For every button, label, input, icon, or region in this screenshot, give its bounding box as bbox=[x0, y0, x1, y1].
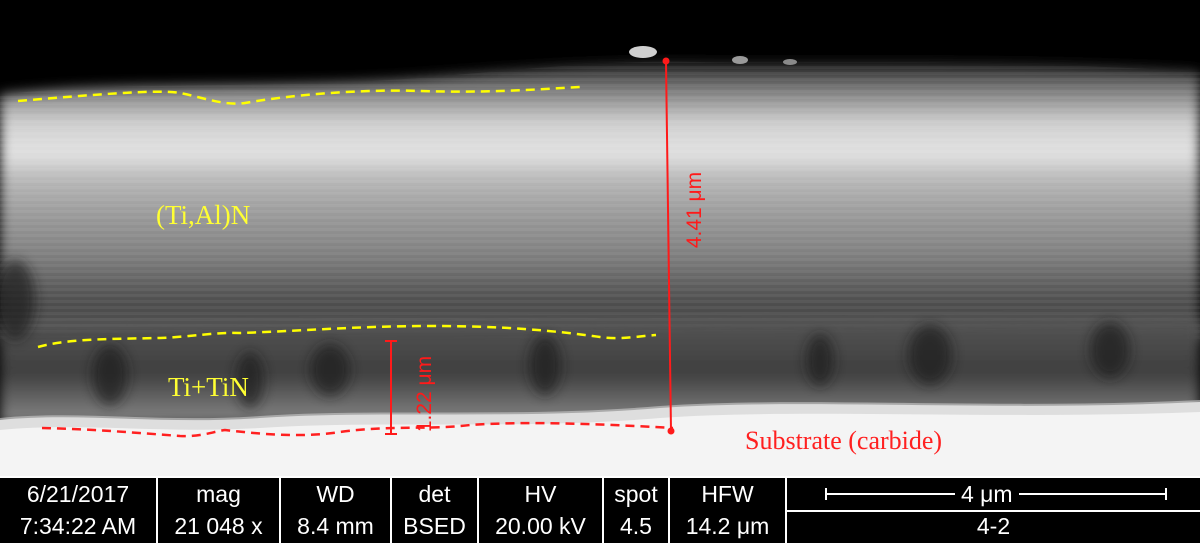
substrate-boundary-line bbox=[41, 421, 674, 438]
coating-layer-label: (Ti,Al)N bbox=[156, 200, 251, 230]
interface-boundary-line bbox=[37, 324, 657, 349]
acquisition-date: 6/21/2017 bbox=[26, 481, 130, 507]
hv-header: HV bbox=[524, 481, 557, 507]
mag-header: mag bbox=[196, 481, 241, 507]
spot-value: 4.5 bbox=[620, 513, 652, 539]
wd-header: WD bbox=[316, 481, 355, 507]
top-boundary-line bbox=[17, 85, 581, 105]
sem-micrograph: (Ti,Al)N Ti+TiN Substrate (carbide) 4.41… bbox=[0, 46, 1200, 476]
databar-hfw: HFW 14.2 μm bbox=[670, 478, 787, 543]
sem-databar: 6/21/2017 7:34:22 AM mag 21 048 x WD 8.4… bbox=[0, 476, 1200, 543]
hfw-value: 14.2 μm bbox=[685, 513, 770, 539]
acquisition-time: 7:34:22 AM bbox=[19, 513, 137, 539]
image-caption: 4-2 bbox=[976, 513, 1011, 539]
wd-value: 8.4 mm bbox=[297, 513, 374, 539]
databar-scale-bar: 4 μm 4-2 bbox=[787, 478, 1200, 543]
spot-header: spot bbox=[614, 481, 658, 507]
det-header: det bbox=[418, 481, 451, 507]
total-thickness-label: 4.41 μm bbox=[683, 171, 706, 249]
det-value: BSED bbox=[403, 513, 466, 539]
substrate-label: Substrate (carbide) bbox=[745, 426, 943, 455]
hfw-header: HFW bbox=[701, 481, 754, 507]
scale-bar-right-tick bbox=[1165, 488, 1167, 500]
mag-value: 21 048 x bbox=[174, 513, 263, 539]
interlayer-label: Ti+TiN bbox=[168, 372, 249, 402]
databar-spot: spot 4.5 bbox=[604, 478, 670, 543]
databar-det: det BSED bbox=[392, 478, 479, 543]
total-thickness-marker bbox=[665, 60, 672, 432]
interlayer-thickness-label: 1.22 μm bbox=[413, 355, 436, 433]
databar-date-time: 6/21/2017 7:34:22 AM bbox=[0, 478, 158, 543]
databar-mag: mag 21 048 x bbox=[158, 478, 281, 543]
databar-wd: WD 8.4 mm bbox=[281, 478, 392, 543]
databar-hv: HV 20.00 kV bbox=[479, 478, 604, 543]
micrograph-image bbox=[0, 46, 1200, 476]
surface-droplet bbox=[629, 46, 657, 58]
scale-bar-label: 4 μm bbox=[955, 480, 1019, 508]
hv-value: 20.00 kV bbox=[495, 513, 586, 539]
